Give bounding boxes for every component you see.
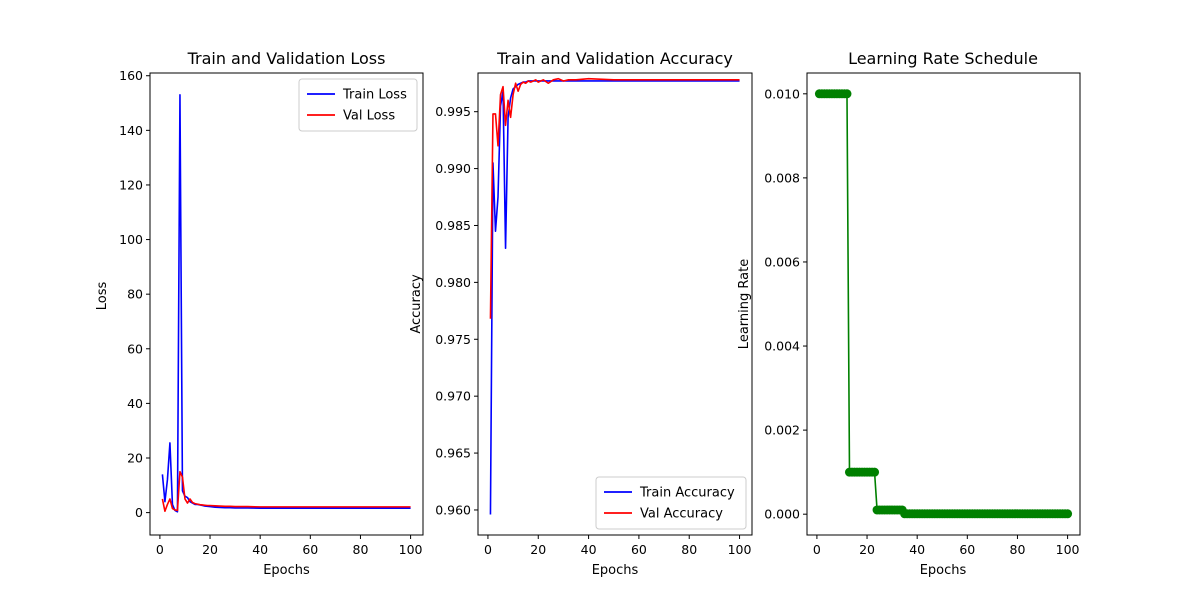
loss-y-tick-label: 80 — [127, 287, 143, 302]
accuracy-chart-title: Train and Validation Accuracy — [496, 49, 733, 68]
loss-y-tick-label: 160 — [119, 68, 143, 83]
loss-x-tick-label: 60 — [302, 542, 318, 557]
lr-y-tick-label: 0.002 — [764, 423, 800, 438]
lr-x-tick-label: 100 — [1056, 542, 1080, 557]
accuracy-chart-ylabel: Accuracy — [409, 274, 424, 334]
loss-x-tick-label: 0 — [156, 542, 164, 557]
accuracy-legend-label: Train Accuracy — [639, 486, 735, 501]
accuracy-axes-frame — [477, 72, 753, 536]
loss-y-tick-label: 20 — [127, 451, 143, 466]
lr-chart-xlabel: Epochs — [920, 563, 967, 578]
loss-legend-box — [298, 78, 418, 132]
lr-x-tick-label: 40 — [909, 542, 925, 557]
accuracy-x-tick-label: 0 — [484, 542, 492, 557]
lr-x-tick-label: 80 — [1010, 542, 1026, 557]
loss-legend: Train Loss Val Loss — [298, 78, 418, 132]
accuracy-x-tick-label: 40 — [581, 542, 597, 557]
lr-data-point — [870, 467, 880, 477]
lr-y-tick-label: 0.010 — [764, 86, 800, 101]
loss-legend-label: Val Loss — [343, 109, 395, 124]
loss-y-tick-label: 120 — [119, 177, 143, 192]
loss-series-line-1 — [161, 470, 411, 513]
loss-chart-title: Train and Validation Loss — [187, 49, 386, 68]
lr-x-tick-label: 20 — [859, 542, 875, 557]
accuracy-x-tick-label: 20 — [530, 542, 546, 557]
loss-axes-frame — [149, 72, 424, 536]
loss-chart-xlabel: Epochs — [263, 563, 310, 578]
lr-y-tick-label: 0.006 — [764, 254, 800, 269]
accuracy-legend-box — [595, 476, 747, 530]
accuracy-y-tick-label: 0.985 — [435, 218, 471, 233]
lr-x-tick-label: 0 — [813, 542, 821, 557]
lr-y-tick-label: 0.004 — [764, 339, 800, 354]
accuracy-chart-xlabel: Epochs — [592, 563, 639, 578]
loss-x-tick-label: 20 — [202, 542, 218, 557]
loss-y-tick-label: 40 — [127, 396, 143, 411]
accuracy-y-tick-label: 0.965 — [435, 446, 471, 461]
accuracy-x-tick-label: 100 — [728, 542, 752, 557]
loss-y-tick-label: 100 — [119, 232, 143, 247]
loss-y-tick-label: 0 — [135, 505, 143, 520]
loss-chart-panel: Train and Validation Loss Epochs Loss 0 2… — [95, 49, 424, 578]
loss-chart-ylabel: Loss — [95, 282, 110, 311]
accuracy-x-tick-label: 60 — [631, 542, 647, 557]
lr-data-point — [842, 89, 852, 99]
lr-axes-frame — [806, 72, 1081, 536]
lr-chart-panel: Learning Rate Schedule Epochs Learning R… — [737, 49, 1081, 578]
accuracy-y-tick-label: 0.995 — [435, 104, 471, 119]
accuracy-y-tick-label: 0.970 — [435, 389, 471, 404]
accuracy-y-tick-label: 0.980 — [435, 275, 471, 290]
accuracy-y-tick-label: 0.990 — [435, 161, 471, 176]
loss-legend-label: Train Loss — [342, 88, 407, 103]
lr-chart-title: Learning Rate Schedule — [848, 49, 1038, 68]
accuracy-legend-label: Val Accuracy — [640, 507, 723, 522]
lr-chart-ylabel: Learning Rate — [737, 259, 752, 349]
accuracy-series-line-1 — [489, 77, 740, 319]
accuracy-y-tick-label: 0.960 — [435, 502, 471, 517]
loss-x-tick-label: 40 — [252, 542, 268, 557]
accuracy-y-tick-label: 0.975 — [435, 332, 471, 347]
lr-x-tick-label: 60 — [959, 542, 975, 557]
loss-x-tick-label: 80 — [353, 542, 369, 557]
loss-y-tick-label: 60 — [127, 341, 143, 356]
lr-y-tick-label: 0.000 — [764, 507, 800, 522]
lr-y-tick-label: 0.008 — [764, 170, 800, 185]
loss-y-tick-label: 140 — [119, 123, 143, 138]
lr-data-point — [1063, 509, 1073, 519]
accuracy-legend: Train Accuracy Val Accuracy — [595, 476, 747, 530]
loss-x-tick-label: 100 — [399, 542, 423, 557]
accuracy-x-tick-label: 80 — [681, 542, 697, 557]
accuracy-chart-panel: Train and Validation Accuracy Epochs Acc… — [409, 49, 753, 578]
